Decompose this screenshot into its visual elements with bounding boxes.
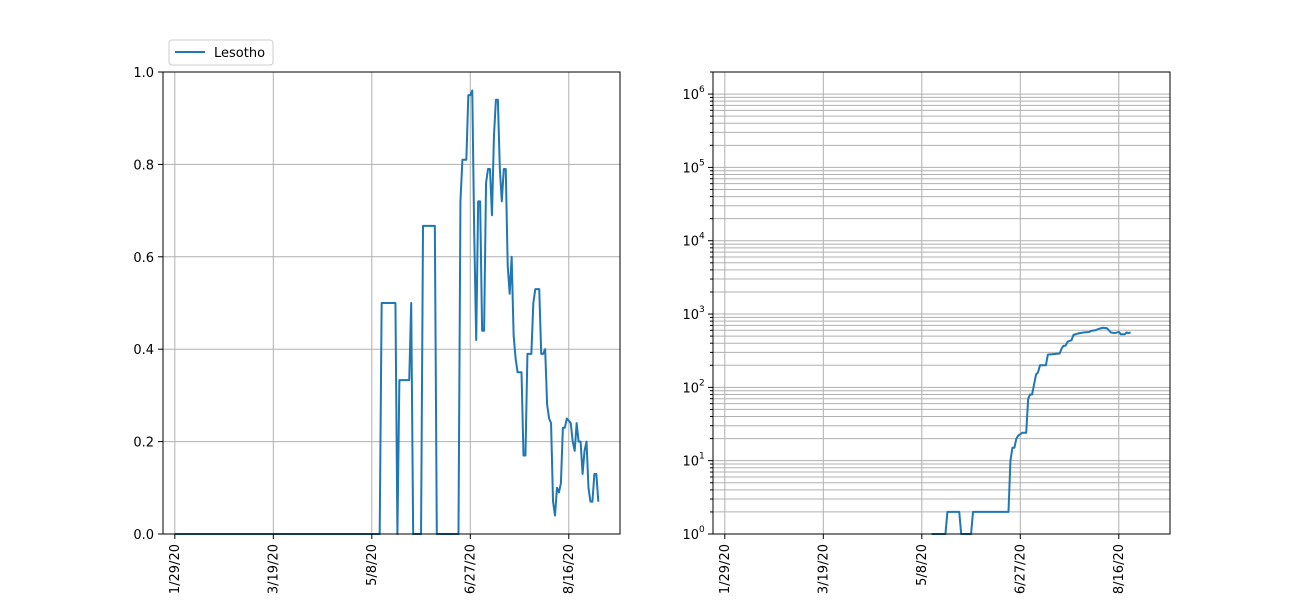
y-tick-exponent: 4 [699,232,705,242]
y-tick-exponent: 5 [699,158,705,168]
x-tick-label: 1/29/20 [168,544,183,594]
legend: Lesotho [168,39,274,66]
right-grid [713,71,1170,535]
y-tick-exponent: 2 [699,378,705,388]
x-tick-label: 3/19/20 [816,544,831,594]
chart-panel-right: 1/29/20 3/19/20 5/8/20 6/27/20 8/16/20 10 010… [682,71,1171,594]
y-tick-label: 10 1 [682,452,704,470]
y-tick-label: 10 2 [682,378,704,396]
x-tick-label: 6/27/20 [463,544,478,594]
y-tick-label: 10 4 [682,232,705,250]
y-tick-label: 0.8 [133,158,154,173]
left-y-axis: 0.0 0.2 0.4 0.6 0.8 1.0 [133,66,163,543]
right-series-layer [931,326,1131,535]
x-tick-label: 6/27/20 [1013,544,1028,594]
x-tick-label: 3/19/20 [266,544,281,594]
left-x-axis: 1/29/20 3/19/20 5/8/20 6/27/20 8/16/20 [168,534,577,594]
x-tick-label: 8/16/20 [562,544,577,594]
y-tick-base: 10 [682,235,699,250]
y-tick-label: 10 3 [682,305,704,323]
legend-box [168,39,274,66]
y-tick-label: 1.0 [133,66,154,81]
series-line-right [931,326,1131,535]
y-tick-label: 0.4 [133,343,154,358]
left-axes-frame [162,71,621,535]
y-tick-base: 10 [682,528,699,543]
y-tick-label: 10 5 [682,158,704,176]
legend-label: Lesotho [214,46,265,61]
y-tick-base: 10 [682,161,699,176]
left-series-layer [174,89,600,535]
y-tick-label: 10 6 [682,85,705,103]
right-axes-frame [712,71,1171,535]
x-tick-label: 8/16/20 [1112,544,1127,594]
x-tick-label: 5/8/20 [915,544,930,586]
y-tick-label: 0.6 [133,251,154,266]
x-tick-label: 1/29/20 [718,544,733,594]
series-line-lesotho [174,89,600,535]
y-tick-base: 10 [682,88,699,103]
y-tick-exponent: 6 [699,85,705,95]
y-tick-label: 0.0 [133,528,154,543]
y-tick-label: 0.2 [133,436,154,451]
y-tick-label: 10 0 [682,525,705,543]
right-x-axis: 1/29/20 3/19/20 5/8/20 6/27/20 8/16/20 [718,534,1127,594]
y-tick-exponent: 3 [699,305,705,315]
y-tick-base: 10 [682,455,699,470]
y-tick-base: 10 [682,381,699,396]
y-tick-base: 10 [682,308,699,323]
y-tick-exponent: 0 [699,525,705,535]
chart-panel-left: 1/29/20 3/19/20 5/8/20 6/27/20 8/16/20 0.00.… [133,66,621,594]
y-tick-exponent: 1 [699,452,705,462]
x-tick-label: 5/8/20 [365,544,380,586]
